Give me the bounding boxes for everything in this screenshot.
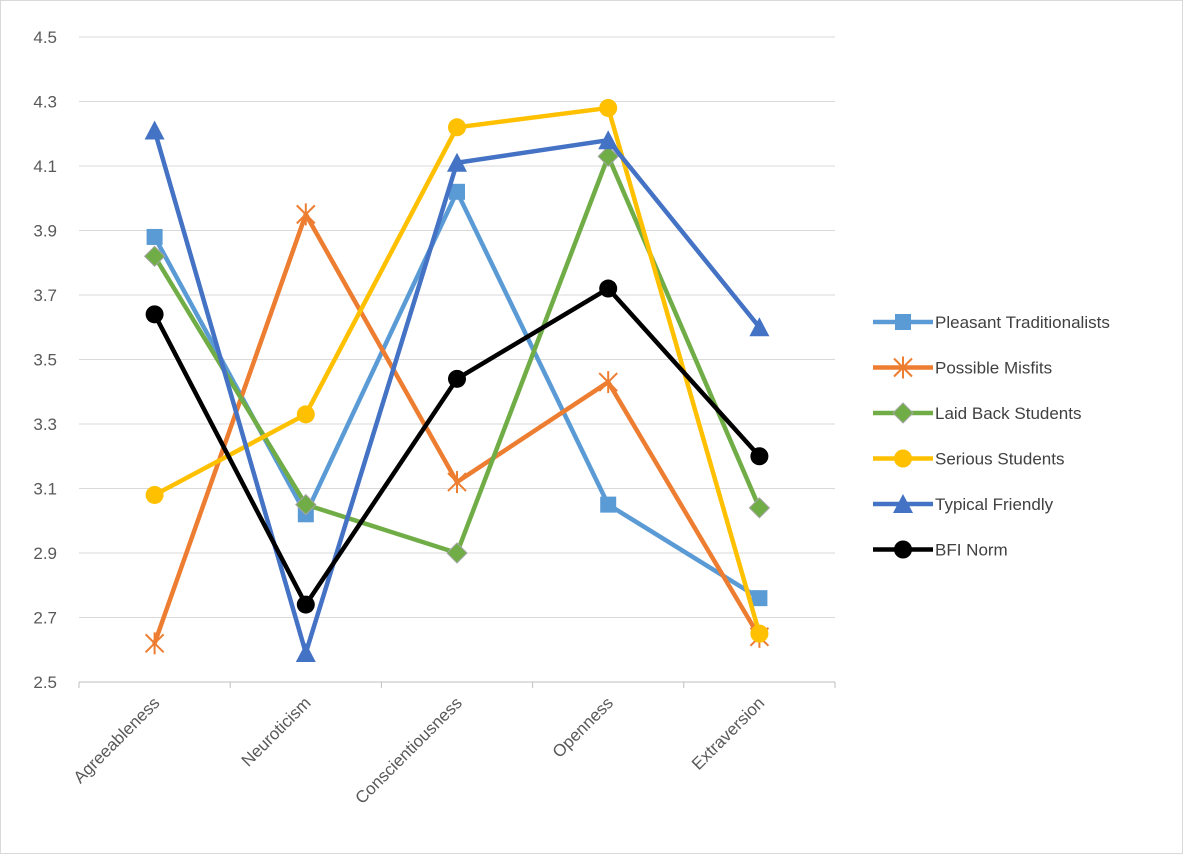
- data-point: [296, 203, 316, 226]
- x-tick-label: Extraversion: [688, 693, 768, 773]
- gridlines: [79, 36, 835, 618]
- legend-item: Possible Misfits: [873, 356, 1052, 379]
- series-bfi-norm: [145, 279, 769, 614]
- data-point: [446, 542, 468, 564]
- y-tick-label: 3.3: [33, 415, 57, 434]
- data-point: [296, 595, 315, 614]
- legend-label: BFI Norm: [935, 541, 1008, 560]
- data-point: [143, 245, 166, 268]
- legend-item: Serious Students: [873, 449, 1064, 469]
- series-lines: [143, 98, 771, 662]
- series-serious-students: [145, 98, 769, 643]
- data-point: [145, 485, 164, 504]
- legend-label: Serious Students: [935, 450, 1064, 469]
- series-line: [152, 189, 762, 601]
- data-point: [750, 447, 769, 466]
- data-point: [600, 496, 617, 513]
- legend-marker: [893, 494, 913, 513]
- data-point: [447, 152, 467, 172]
- data-point: [599, 279, 618, 298]
- data-point: [295, 642, 316, 662]
- data-point: [749, 317, 770, 337]
- legend-item: BFI Norm: [873, 540, 1008, 560]
- y-tick-label: 3.1: [33, 480, 57, 499]
- series-typical-friendly: [144, 120, 770, 662]
- legend-label: Possible Misfits: [935, 359, 1052, 378]
- data-point: [750, 624, 769, 643]
- legend-marker: [893, 356, 913, 379]
- x-tick-label: Conscientiousness: [351, 693, 465, 807]
- data-point: [146, 228, 163, 245]
- axes: 2.5 2.7 2.9 3.1 3.3 3.5 3.7 3.9 4.1 4.3 4.5 Agreeab…: [33, 28, 836, 808]
- y-tick-label: 3.7: [33, 286, 57, 305]
- legend-marker: [892, 402, 914, 424]
- legend-item: Laid Back Students: [873, 402, 1081, 424]
- y-tick-label: 2.5: [33, 673, 57, 692]
- x-tick-label: Openness: [549, 693, 617, 761]
- y-tick-label: 4.1: [33, 157, 57, 176]
- y-tick-label: 2.7: [33, 609, 57, 628]
- data-point: [597, 145, 619, 168]
- series-laid-back-students: [143, 145, 771, 564]
- data-point: [144, 632, 165, 655]
- data-point: [295, 493, 317, 516]
- data-point: [448, 369, 466, 388]
- data-point: [449, 183, 465, 200]
- legend: Pleasant Traditionalists Possible Misfits…: [873, 313, 1110, 560]
- y-tick-label: 4.5: [33, 28, 57, 47]
- legend-marker: [894, 449, 912, 468]
- legend-item: Typical Friendly: [873, 494, 1054, 514]
- y-tick-label: 2.9: [33, 544, 57, 563]
- legend-label: Laid Back Students: [935, 404, 1081, 423]
- x-tick-label: Agreeableness: [70, 693, 164, 787]
- data-point: [748, 497, 771, 519]
- series-line: [152, 212, 762, 646]
- data-point: [144, 120, 165, 140]
- y-tick-label: 4.3: [33, 93, 57, 112]
- legend-marker: [895, 314, 911, 330]
- data-point: [598, 371, 618, 394]
- data-point: [751, 590, 768, 607]
- y-tick-label: 3.9: [33, 222, 57, 241]
- data-point: [145, 305, 164, 324]
- data-point: [447, 471, 467, 494]
- data-point: [598, 130, 619, 150]
- y-tick-label: 3.5: [33, 351, 57, 370]
- legend-item: Pleasant Traditionalists: [873, 313, 1110, 332]
- legend-marker: [894, 540, 912, 559]
- legend-label: Typical Friendly: [935, 495, 1054, 514]
- data-point: [296, 405, 315, 424]
- data-point: [599, 98, 618, 117]
- x-tick-label: Neuroticism: [238, 693, 315, 770]
- data-point: [448, 118, 466, 137]
- legend-label: Pleasant Traditionalists: [935, 313, 1110, 332]
